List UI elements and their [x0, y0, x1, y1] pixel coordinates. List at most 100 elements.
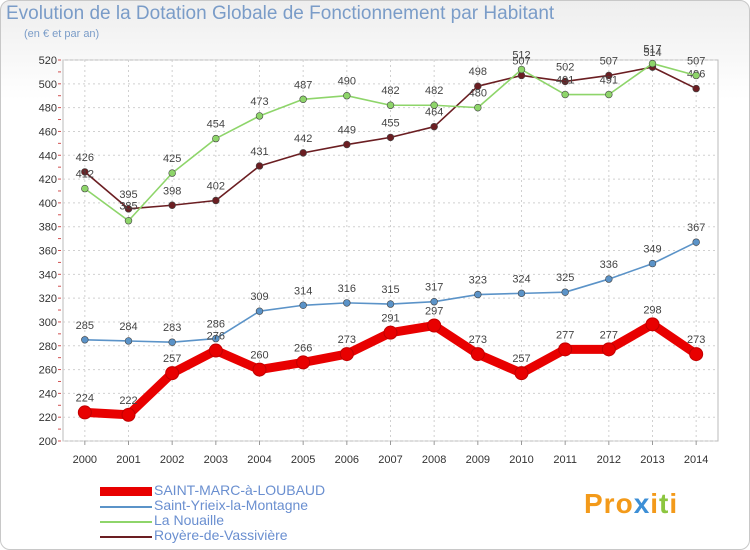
data-point-2 [168, 169, 176, 177]
data-label-1: 323 [469, 275, 487, 287]
legend-swatch [100, 487, 152, 496]
legend-label: Saint-Yrieix-la-Montagne [154, 497, 309, 513]
x-tick-label: 2001 [116, 454, 140, 466]
data-label-2: 490 [338, 76, 356, 88]
data-point-2 [692, 71, 700, 80]
data-point-1 [168, 338, 176, 346]
data-point-3 [299, 149, 307, 157]
y-tick-label: 480 [39, 103, 57, 115]
x-tick-label: 2003 [204, 454, 228, 466]
y-tick-label: 520 [39, 55, 57, 67]
data-label-2: 454 [207, 119, 225, 131]
data-label-0: 277 [600, 329, 618, 341]
data-point-2 [299, 95, 307, 103]
y-tick-label: 500 [39, 79, 57, 91]
data-point-1 [299, 301, 307, 309]
y-tick-label: 420 [39, 174, 57, 186]
data-point-0 [121, 407, 136, 422]
data-label-2: 507 [687, 55, 705, 67]
data-label-2: 491 [556, 75, 574, 87]
data-label-2: 385 [119, 201, 137, 213]
y-tick-label: 220 [39, 412, 57, 424]
x-tick-label: 2009 [466, 454, 490, 466]
data-point-3 [474, 82, 482, 90]
data-point-0 [252, 362, 267, 377]
y-tick-label: 260 [39, 365, 57, 377]
data-label-0: 273 [469, 334, 487, 346]
data-label-0: 298 [643, 304, 661, 316]
data-point-3 [212, 196, 220, 205]
data-label-3: 464 [425, 107, 443, 119]
data-point-1 [474, 290, 482, 299]
data-label-1: 284 [119, 321, 137, 333]
x-tick-label: 2007 [378, 454, 402, 466]
data-label-0: 273 [687, 334, 705, 346]
data-point-0 [645, 317, 660, 332]
data-label-2: 487 [294, 79, 312, 91]
data-point-1 [692, 238, 700, 246]
x-tick-label: 2010 [509, 454, 533, 466]
data-label-1: 285 [76, 320, 94, 332]
data-point-1 [561, 288, 569, 296]
data-label-2: 480 [469, 88, 487, 100]
y-tick-label: 240 [39, 388, 57, 400]
x-tick-label: 2006 [335, 454, 359, 466]
data-point-0 [558, 342, 573, 357]
data-point-2 [124, 217, 133, 225]
data-label-1: 286 [207, 319, 225, 331]
data-point-1 [255, 307, 264, 315]
data-label-0: 257 [163, 353, 181, 365]
legend-swatch [100, 521, 152, 523]
data-label-1: 283 [163, 322, 181, 334]
data-label-0: 273 [338, 334, 356, 346]
data-label-1: 315 [381, 284, 399, 296]
data-point-0 [601, 342, 616, 357]
x-tick-label: 2011 [553, 454, 577, 466]
data-point-0 [296, 355, 311, 370]
data-label-0: 257 [512, 353, 530, 365]
x-tick-label: 2012 [597, 454, 621, 466]
x-tick-label: 2005 [291, 454, 315, 466]
data-point-2 [212, 134, 220, 143]
data-point-3 [81, 168, 89, 176]
data-point-2 [517, 65, 526, 74]
data-point-2 [605, 90, 613, 99]
x-tick-label: 2002 [160, 454, 184, 466]
x-tick-label: 2000 [73, 454, 97, 466]
y-tick-label: 460 [39, 126, 57, 138]
data-label-2: 517 [643, 44, 661, 56]
data-label-3: 507 [600, 55, 618, 67]
data-label-2: 425 [163, 153, 181, 165]
data-point-0 [514, 366, 529, 381]
data-label-3: 449 [338, 125, 356, 137]
data-label-0: 291 [381, 313, 399, 325]
y-tick-label: 340 [39, 269, 57, 281]
data-point-3 [255, 162, 264, 170]
data-label-3: 498 [469, 66, 487, 78]
legend-label: Royère-de-Vassivière [154, 527, 288, 543]
data-point-2 [343, 92, 351, 100]
data-point-0 [208, 343, 223, 358]
data-point-0 [427, 318, 442, 333]
data-point-2 [648, 59, 657, 68]
data-point-0 [689, 347, 704, 362]
data-point-1 [517, 289, 526, 298]
data-point-3 [692, 84, 700, 93]
data-label-3: 426 [76, 152, 94, 164]
x-tick-label: 2013 [640, 454, 664, 466]
x-tick-label: 2008 [422, 454, 446, 466]
data-label-3: 431 [250, 146, 268, 158]
data-label-1: 324 [512, 273, 530, 285]
data-point-3 [561, 77, 569, 86]
data-label-1: 325 [556, 272, 574, 284]
data-label-0: 222 [119, 395, 137, 407]
data-label-3: 502 [556, 61, 574, 73]
data-point-3 [343, 140, 351, 149]
data-label-2: 512 [512, 50, 530, 62]
data-point-2 [561, 90, 569, 99]
data-point-3 [430, 122, 438, 131]
data-label-1: 314 [294, 285, 312, 297]
data-point-3 [168, 201, 176, 209]
data-point-1 [212, 334, 220, 343]
legend-label: La Nouaille [154, 512, 225, 528]
